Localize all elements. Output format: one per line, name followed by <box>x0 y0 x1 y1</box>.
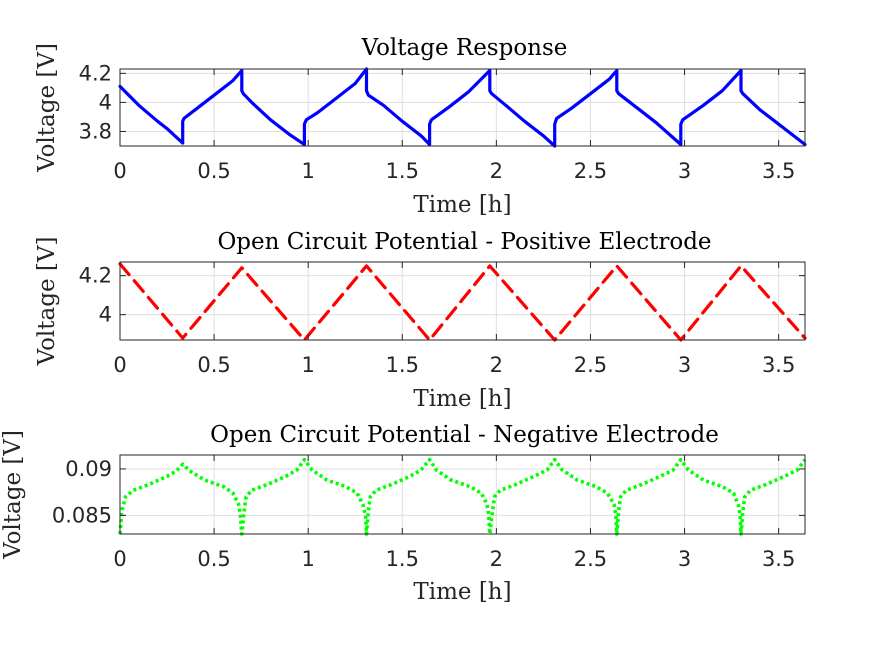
y-tick-label: 0.09 <box>65 457 112 481</box>
x-tick-label: 0 <box>113 159 126 183</box>
x-tick-label: 0.5 <box>197 159 230 183</box>
series-line <box>118 262 807 342</box>
plot-area <box>120 455 805 534</box>
axes-frame <box>119 454 806 535</box>
x-tick-label: 0.5 <box>197 547 230 571</box>
axes-frame <box>119 68 806 147</box>
subplot-title: Voltage Response <box>361 35 568 61</box>
x-tick-label: 2 <box>490 353 503 377</box>
y-tick-label: 4 <box>99 303 112 327</box>
x-tick-label: 1 <box>301 353 314 377</box>
x-tick-label: 0 <box>113 353 126 377</box>
subplot-1: 0 0.5 1 1.5 2 2.5 3 3.5 3.8 4 4.2 Voltage Response T… <box>34 35 807 218</box>
y-axis-label: Voltage [V] <box>34 237 60 367</box>
x-tick-label: 0 <box>113 547 126 571</box>
x-axis-label: Time [h] <box>413 386 511 412</box>
x-tick-label: 1.5 <box>386 159 419 183</box>
y-tick-label: 4.2 <box>79 264 112 288</box>
y-tick-label: 4.2 <box>79 61 112 85</box>
x-tick-label: 3 <box>678 159 691 183</box>
x-tick-label: 2.5 <box>574 547 607 571</box>
axes-frame <box>119 261 806 341</box>
x-axis-label: Time [h] <box>413 192 511 218</box>
subplot-3: 0 0.5 1 1.5 2 2.5 3 3.5 0.085 0.09 Open Circuit Po… <box>0 422 807 605</box>
series-line <box>118 67 807 148</box>
x-tick-label: 2 <box>490 547 503 571</box>
subplot-title: Open Circuit Potential - Positive Electr… <box>217 229 711 255</box>
x-tick-label: 2 <box>490 159 503 183</box>
y-tick-label: 3.8 <box>79 119 112 143</box>
y-axis-label: Voltage [V] <box>0 430 26 560</box>
x-tick-label: 2.5 <box>574 159 607 183</box>
x-tick-label: 3.5 <box>762 547 795 571</box>
plot-area <box>120 69 805 146</box>
y-axis-label: Voltage [V] <box>34 43 60 173</box>
x-tick-label: 2.5 <box>574 353 607 377</box>
x-tick-label: 3 <box>678 547 691 571</box>
y-tick-label: 4 <box>99 90 112 114</box>
subplot-2: 0 0.5 1 1.5 2 2.5 3 3.5 4 4.2 Open Circuit Potenti… <box>34 229 807 412</box>
y-tick-label: 0.085 <box>52 503 112 527</box>
x-axis-label: Time [h] <box>413 579 511 605</box>
x-tick-label: 3.5 <box>762 353 795 377</box>
x-tick-label: 1 <box>301 159 314 183</box>
x-tick-label: 1.5 <box>386 547 419 571</box>
x-tick-label: 0.5 <box>197 353 230 377</box>
x-tick-label: 1 <box>301 547 314 571</box>
subplot-title: Open Circuit Potential - Negative Electr… <box>210 422 719 448</box>
x-tick-label: 3.5 <box>762 159 795 183</box>
x-tick-label: 3 <box>678 353 691 377</box>
x-tick-label: 1.5 <box>386 353 419 377</box>
